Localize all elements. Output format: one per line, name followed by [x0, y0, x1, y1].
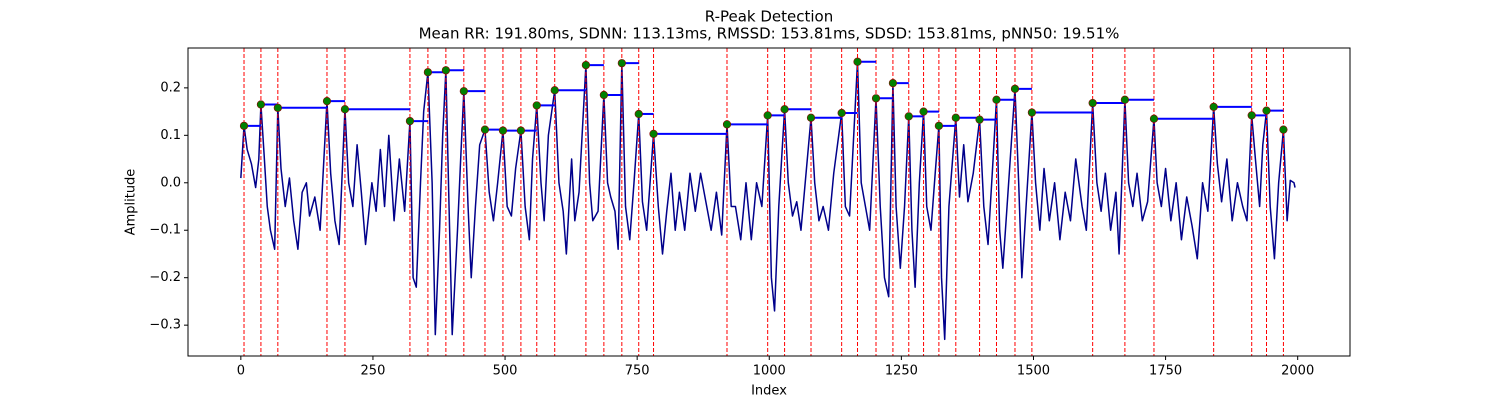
peak-point — [975, 115, 984, 124]
y-tick-label: −0.2 — [149, 270, 181, 285]
peak-point — [480, 125, 490, 134]
x-axis-label: Index — [751, 384, 787, 399]
peak-point — [256, 100, 266, 109]
y-tick-label: −0.3 — [149, 318, 181, 333]
peak-point — [871, 94, 881, 103]
peak-point — [239, 121, 249, 130]
peak-point — [1120, 95, 1129, 104]
plot-frame — [187, 47, 1351, 357]
peak-point — [904, 112, 913, 121]
chart-subtitle: Mean RR: 191.80ms, SDNN: 113.13ms, RMSSD… — [419, 25, 1120, 43]
peak-point — [1209, 102, 1218, 111]
peak-point — [550, 86, 559, 95]
peak-point — [1279, 125, 1288, 134]
peak-point — [1149, 114, 1159, 123]
peak-point — [1262, 106, 1271, 115]
peak-point — [405, 116, 415, 126]
peak-point — [617, 59, 626, 68]
x-tick-label: 250 — [361, 364, 386, 379]
y-tick-label: −0.1 — [149, 223, 181, 238]
peak-point — [516, 126, 526, 135]
peak-point — [581, 60, 591, 70]
peak-point — [1027, 108, 1036, 117]
peak-point — [919, 107, 928, 116]
peak-point — [806, 113, 816, 122]
peak-point — [853, 57, 862, 66]
y-tick-label: 0.0 — [160, 175, 181, 190]
y-tick-label: 0.1 — [160, 128, 181, 143]
peak-point — [888, 79, 898, 88]
peak-point — [780, 105, 789, 114]
peak-point — [273, 103, 282, 112]
x-tick-label: 1500 — [1017, 364, 1050, 379]
peak-point — [441, 66, 450, 75]
y-axis-label: Amplitude — [124, 169, 139, 236]
peak-point — [340, 105, 350, 114]
peak-point — [951, 113, 960, 122]
peak-point — [934, 121, 943, 130]
signal-line — [240, 61, 1296, 341]
x-tick-label: 750 — [625, 364, 650, 379]
x-tick-label: 1000 — [753, 364, 786, 379]
peak-point — [599, 90, 608, 100]
y-tick-label: 0.2 — [160, 80, 181, 95]
peak-point — [992, 95, 1001, 104]
x-tick-label: 0 — [237, 364, 245, 379]
peak-point — [423, 68, 433, 77]
x-tick-label: 1250 — [885, 364, 918, 379]
peak-point — [634, 109, 643, 119]
x-tick-label: 500 — [493, 364, 518, 379]
peak-point — [1088, 98, 1097, 108]
x-tick-label: 1750 — [1149, 364, 1182, 379]
peak-point — [1010, 84, 1020, 93]
peak-point — [498, 126, 508, 135]
peak-point — [763, 111, 772, 120]
peak-point — [722, 120, 732, 129]
x-tick-label: 2000 — [1281, 364, 1314, 379]
peak-point — [837, 108, 846, 118]
peak-point — [1247, 111, 1256, 120]
peak-point — [649, 129, 658, 138]
peak-point — [459, 87, 468, 96]
peak-point — [322, 97, 332, 106]
chart-title: R-Peak Detection — [705, 8, 833, 26]
peak-point — [532, 101, 541, 110]
